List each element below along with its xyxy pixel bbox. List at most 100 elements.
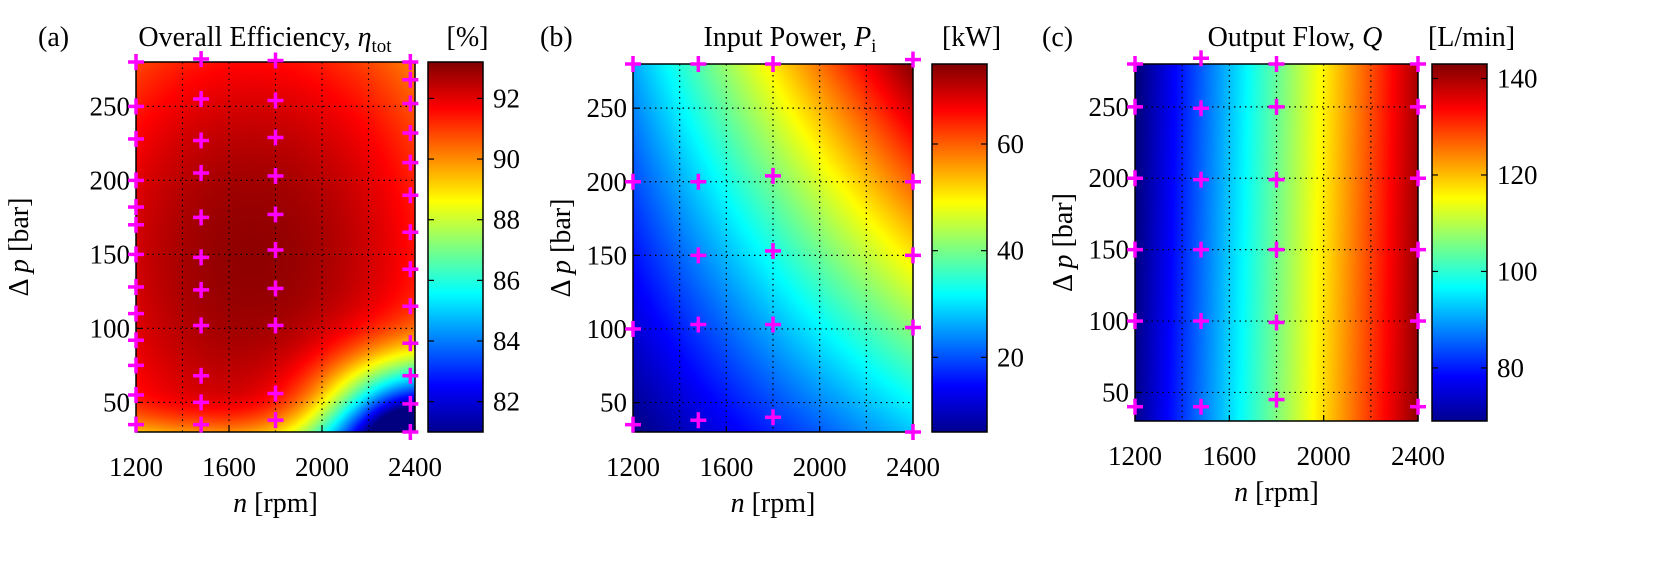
colorbar [1431,63,1488,422]
measurement-point [128,199,144,216]
measurement-point [402,125,419,142]
measurement-point [905,247,921,264]
measurement-point [625,56,641,72]
measurement-point [267,317,284,334]
measurement-point [765,56,781,72]
measurement-point [128,278,144,295]
y-axis-symbol-p: p [546,260,577,276]
x-axis-unit: [rpm] [745,488,816,519]
measurement-point [267,167,284,184]
colorbar-tick-label: 90 [493,144,520,174]
y-axis-unit: [bar] [1048,193,1079,254]
panel-label: (a) [38,22,69,53]
y-axis-symbol-delta: Δ [546,274,577,297]
measurement-point [765,409,781,426]
measurement-point [402,71,419,88]
y-tick-label: 150 [1089,235,1130,265]
measurement-point [267,412,284,429]
measurement-point [690,56,707,72]
measurement-point [193,281,210,298]
y-tick-label: 250 [90,91,131,121]
measurement-point [128,54,144,70]
measurement-point [1410,98,1426,115]
x-axis-symbol: n [731,488,745,519]
measurement-point [625,320,641,337]
x-tick-label: 2000 [1297,441,1351,471]
measurement-point [267,52,284,69]
y-tick-label: 50 [1102,377,1129,407]
colorbar-tick-label: 88 [493,205,520,235]
measurement-point [193,367,210,384]
measurement-point [128,332,144,349]
measurement-point [625,173,641,190]
y-tick-label: 200 [90,165,131,195]
measurement-point [402,95,419,112]
title-text: Overall Efficiency, [138,22,357,53]
measurement-point [402,224,419,241]
x-axis-label: n [rpm] [233,488,318,519]
measurement-point [1268,391,1285,408]
measurement-point [765,242,781,259]
measurement-point [1127,313,1143,330]
y-tick-label: 250 [587,93,628,123]
chart-title: Input Power, Pi [704,22,877,57]
measurement-point [128,387,144,403]
y-axis-symbol-p: p [4,259,35,275]
x-tick-label: 2400 [1391,441,1445,471]
colorbar-unit: [%] [447,22,489,53]
measurement-point [1410,398,1426,415]
measurement-point [690,247,707,264]
x-axis-unit: [rpm] [247,488,318,519]
measurement-point [267,241,284,258]
measurement-point [905,51,921,68]
measurement-point [1127,170,1143,187]
colorbar-tick-label: 82 [493,387,520,417]
measurement-point [193,165,210,181]
chart-title: Output Flow, Q [1208,22,1383,53]
y-tick-label: 100 [587,314,628,344]
y-axis-symbol-p: p [1048,254,1079,270]
measurement-point [402,335,419,352]
colorbar-tick-label: 84 [493,326,521,356]
measurement-point [128,305,144,322]
colorbar-tick-label: 60 [997,129,1024,159]
measurement-point [128,246,144,263]
measurement-point [267,385,284,402]
y-tick-label: 150 [587,240,628,270]
y-tick-label: 50 [600,388,627,418]
colorbar-tick-label: 100 [1497,256,1538,286]
measurement-point [267,92,284,109]
colorbar [427,61,484,433]
title-symbol-sub: tot [372,36,393,57]
title-symbol: Q [1362,22,1382,53]
colorbar-tick-label: 92 [493,83,520,113]
measurement-point [193,209,210,226]
x-tick-label: 1200 [109,452,163,482]
measurement-point [690,412,707,429]
measurement-point [905,173,921,190]
measurement-point [402,298,419,315]
measurement-point [1268,314,1285,331]
measurement-point [402,154,419,171]
measurement-point [128,416,144,433]
measurement-point [905,319,921,336]
x-tick-label: 2400 [388,452,442,482]
measurement-point [765,167,781,184]
measurement-point [1410,241,1426,258]
measurement-point [193,91,210,107]
measurement-point [1193,398,1210,415]
measurement-point [193,132,210,149]
x-axis-symbol: n [233,488,247,519]
x-tick-label: 1600 [699,452,753,482]
measurement-point [402,395,419,412]
title-symbol: η [358,22,372,53]
measurement-point [402,367,419,384]
measurement-point [267,280,284,297]
measurement-point [193,51,210,68]
colorbar [931,63,988,433]
x-axis-unit: [rpm] [1248,477,1319,508]
measurement-point [128,98,144,115]
measurement-point [193,416,210,433]
x-tick-label: 1200 [606,452,660,482]
measurement-point [690,316,707,333]
